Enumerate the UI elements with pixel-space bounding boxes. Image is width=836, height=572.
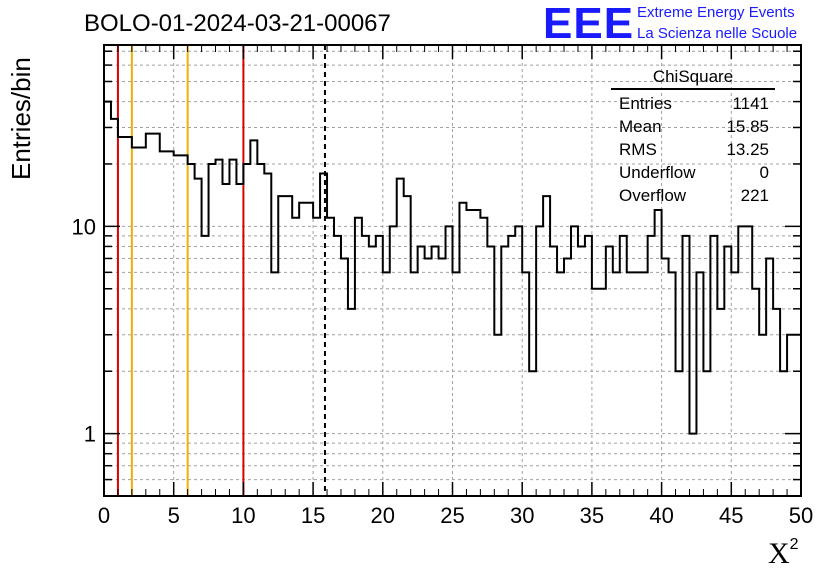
x-tick-label: 5 [168,503,180,528]
stats-label: Overflow [619,186,687,205]
stats-row-underflow: Underflow 0 [611,161,775,184]
stats-value: 221 [740,186,769,205]
stats-row-mean: Mean 15.85 [611,115,775,138]
x-axis-label: X2 [768,536,799,571]
x-axis-label-text: X [768,537,790,570]
stats-value: 0 [759,163,769,182]
y-tick-label: 10 [72,214,96,239]
x-tick-label: 50 [789,503,813,528]
x-tick-label: 40 [649,503,673,528]
stats-row-entries: Entries 1141 [611,92,775,115]
stats-value: 13.25 [726,140,769,159]
stats-row-overflow: Overflow 221 [611,184,775,207]
eee-logo: EEE [543,0,635,48]
stats-label: Entries [619,94,672,113]
stats-label: RMS [619,140,657,159]
x-tick-label: 25 [440,503,464,528]
x-tick-label: 10 [231,503,255,528]
stats-value: 15.85 [726,117,769,136]
stats-title: ChiSquare [611,66,775,90]
stats-box: ChiSquare Entries 1141 Mean 15.85 RMS 13… [611,66,775,207]
x-tick-label: 15 [301,503,325,528]
x-tick-label: 20 [371,503,395,528]
marker-lines [116,45,326,496]
y-axis-label: Entries/bin [6,57,36,180]
stats-label: Mean [619,117,662,136]
tick-labels: 0 5 10 15 20 25 30 35 40 45 50 1 10 [72,214,814,528]
x-tick-label: 35 [580,503,604,528]
stats-value: 1141 [732,94,769,113]
x-tick-label: 30 [510,503,534,528]
stats-row-rms: RMS 13.25 [611,138,775,161]
x-axis-label-sup: 2 [789,536,799,553]
axis-ticks [103,45,802,496]
y-tick-label: 1 [84,422,96,447]
x-tick-label: 0 [98,503,110,528]
stats-label: Underflow [619,163,696,182]
histogram-series [104,100,801,496]
chart-title: BOLO-01-2024-03-21-00067 [84,10,391,37]
x-tick-label: 45 [719,503,743,528]
logo-line-2: La Scienza nelle Scuole [637,25,798,42]
grid-layer [104,45,801,496]
logo-line-1: Extreme Energy Events [637,4,795,21]
